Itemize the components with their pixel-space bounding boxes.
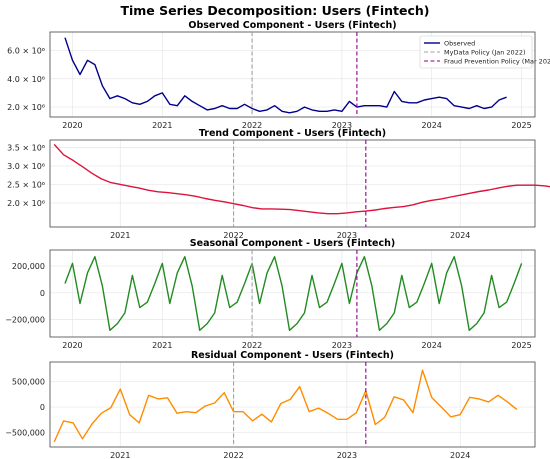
seasonal-panel: Seasonal Component - Users (Fintech) −200… <box>5 238 536 350</box>
trend-panel: Trend Component - Users (Fintech) 2.0 × 1… <box>7 128 550 240</box>
trend-xtick-label: 2022 <box>223 231 243 240</box>
residual-ytick-label: 500,000 <box>12 377 45 386</box>
seasonal-xtick-label: 2024 <box>422 341 442 350</box>
seasonal-title: Seasonal Component - Users (Fintech) <box>190 238 395 249</box>
seasonal-series-line <box>64 256 523 331</box>
legend-label: Observed <box>444 39 475 47</box>
trend-ytick-label: 2.0 × 10⁶ <box>7 199 45 208</box>
observed-xtick-label: 2025 <box>511 121 531 130</box>
residual-xtick-label: 2022 <box>223 451 243 459</box>
observed-axes-frame <box>49 31 536 118</box>
seasonal-ytick-label: 0 <box>40 289 45 298</box>
seasonal-xtick-label: 2025 <box>511 341 531 350</box>
observed-title: Observed Component - Users (Fintech) <box>188 20 396 31</box>
residual-xtick-label: 2024 <box>450 451 470 459</box>
observed-ytick-label: 6.0 × 10⁶ <box>7 46 45 55</box>
observed-ytick-label: 4.0 × 10⁶ <box>7 75 45 84</box>
seasonal-ytick-label: 200,000 <box>12 262 45 271</box>
trend-xtick-label: 2021 <box>110 231 130 240</box>
residual-ytick-label: −500,000 <box>5 429 45 438</box>
observed-xtick-label: 2020 <box>62 121 82 130</box>
residual-axes-frame <box>49 361 536 448</box>
residual-ytick-label: 0 <box>40 403 45 412</box>
trend-ytick-label: 3.5 × 10⁶ <box>7 143 45 152</box>
residual-xtick-label: 2023 <box>337 451 357 459</box>
seasonal-xtick-label: 2020 <box>62 341 82 350</box>
observed-series-line <box>64 37 507 114</box>
trend-axes-frame <box>49 139 536 228</box>
trend-series-line <box>53 143 550 215</box>
observed-xtick-label: 2021 <box>152 121 172 130</box>
legend-box <box>419 35 533 69</box>
seasonal-xtick-label: 2023 <box>332 341 352 350</box>
residual-series-line <box>53 369 518 443</box>
residual-title: Residual Component - Users (Fintech) <box>191 350 394 361</box>
seasonal-xtick-label: 2021 <box>152 341 172 350</box>
seasonal-xtick-label: 2022 <box>242 341 262 350</box>
observed-xtick-label: 2022 <box>242 121 262 130</box>
observed-xtick-label: 2023 <box>332 121 352 130</box>
legend-label: Fraud Prevention Policy (Mar 2023) <box>444 57 550 65</box>
trend-title: Trend Component - Users (Fintech) <box>199 128 386 139</box>
observed-panel: Observed Component - Users (Fintech) 2.0 … <box>7 20 550 130</box>
residual-xtick-label: 2021 <box>110 451 130 459</box>
figure-title: Time Series Decomposition: Users (Fintec… <box>120 3 429 18</box>
legend-label: MyData Policy (Jan 2022) <box>444 48 526 56</box>
observed-ytick-label: 2.0 × 10⁶ <box>7 103 45 112</box>
trend-ytick-label: 2.5 × 10⁶ <box>7 180 45 189</box>
seasonal-ytick-label: −200,000 <box>5 316 45 325</box>
observed-xtick-label: 2024 <box>422 121 442 130</box>
residual-panel: Residual Component - Users (Fintech) −500… <box>5 350 536 459</box>
trend-ytick-label: 3.0 × 10⁶ <box>7 162 45 171</box>
seasonal-axes-frame <box>49 249 536 338</box>
trend-xtick-label: 2024 <box>450 231 470 240</box>
trend-xtick-label: 2023 <box>337 231 357 240</box>
